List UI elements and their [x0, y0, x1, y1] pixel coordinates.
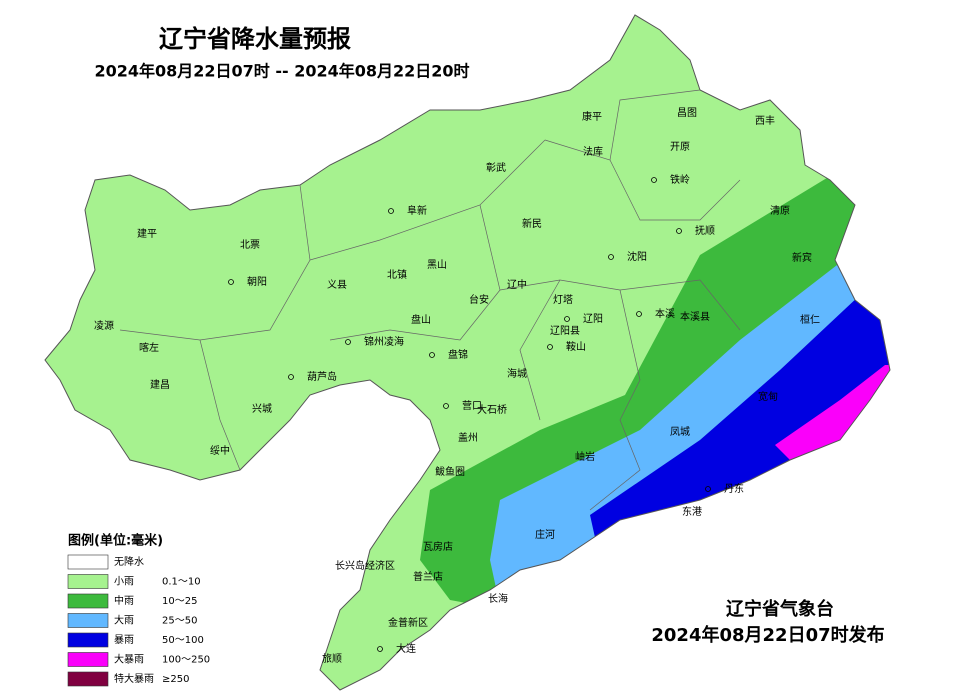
city-label: 兴城 — [252, 403, 272, 415]
city-label: 丹东 — [724, 482, 744, 495]
city-label: 灯塔 — [553, 293, 573, 306]
city-label: 绥中 — [210, 444, 230, 457]
city-label: 辽阳县 — [550, 325, 580, 337]
city-label: 铁岭 — [670, 173, 690, 186]
city-dot — [547, 344, 553, 350]
city-label: 建平 — [137, 227, 157, 240]
city-label: 宽甸 — [758, 390, 778, 403]
city-label: 大石桥 — [477, 403, 507, 416]
legend-range: ≥250 — [162, 674, 189, 685]
city-dot — [608, 254, 614, 260]
legend-name: 无降水 — [114, 555, 144, 568]
city-label: 辽中 — [507, 278, 527, 291]
city-label: 新宾 — [792, 251, 812, 264]
city-label: 义县 — [327, 279, 347, 291]
legend-swatch — [67, 652, 109, 667]
city-label: 本溪县 — [680, 310, 710, 323]
issue-time: 2024年08月22日07时发布 — [651, 624, 884, 646]
legend-name: 大暴雨 — [114, 653, 144, 666]
map-subtitle: 2024年08月22日07时 -- 2024年08月22日20时 — [94, 62, 469, 81]
county-borders — [119, 89, 741, 511]
city-label: 西丰 — [755, 114, 775, 127]
city-dot — [564, 316, 570, 322]
city-label: 黑山 — [427, 259, 447, 271]
city-dot — [288, 374, 294, 380]
city-label: 凌源 — [94, 319, 114, 332]
city-label: 北票 — [240, 239, 260, 251]
legend-name: 特大暴雨 — [114, 672, 154, 685]
city-dot — [651, 177, 657, 183]
legend-swatch — [67, 613, 109, 628]
city-label: 台安 — [469, 293, 489, 306]
city-label: 旅顺 — [322, 652, 342, 665]
city-label: 彰武 — [486, 161, 506, 174]
city-label: 长海 — [488, 592, 508, 605]
legend-name: 大雨 — [114, 614, 134, 627]
legend-swatch — [67, 632, 109, 648]
city-label: 大连 — [396, 642, 416, 655]
city-label: 锦州凌海 — [364, 335, 404, 348]
legend-title: 图例(单位:毫米) — [68, 533, 163, 549]
legend-range: 0.1～10 — [162, 577, 201, 588]
city-label: 庄河 — [535, 528, 555, 541]
legend-swatch — [67, 671, 109, 687]
city-dot — [443, 403, 449, 409]
city-label: 本溪 — [655, 307, 675, 320]
city-label: 开原 — [670, 141, 690, 153]
city-label: 喀左 — [139, 341, 159, 354]
city-label: 盘锦 — [448, 348, 468, 361]
legend-name: 暴雨 — [114, 634, 134, 646]
city-label: 昌图 — [677, 107, 697, 119]
legend-name: 中雨 — [114, 594, 134, 607]
city-label: 盘山 — [411, 313, 431, 326]
city-label: 岫岩 — [575, 450, 595, 463]
city-label: 海城 — [507, 367, 527, 380]
city-dot — [388, 208, 394, 214]
city-dot — [676, 228, 682, 234]
city-label: 普兰店 — [413, 570, 443, 583]
city-label: 新民 — [522, 217, 542, 230]
city-label: 鲅鱼圈 — [435, 465, 465, 478]
legend-swatch — [67, 574, 109, 589]
city-dot — [705, 486, 711, 492]
city-dot — [636, 311, 642, 317]
city-label: 营口 — [462, 399, 482, 412]
city-label: 阜新 — [407, 204, 427, 217]
city-label: 抚顺 — [695, 225, 715, 237]
city-label: 桓仁 — [800, 313, 820, 326]
city-label: 长兴岛经济区 — [335, 559, 395, 572]
city-dot — [429, 352, 435, 358]
city-label: 东港 — [682, 505, 702, 518]
city-label: 金普新区 — [388, 616, 428, 629]
city-label: 盖州 — [458, 431, 478, 444]
city-label: 建昌 — [150, 378, 170, 391]
legend-range: 100～250 — [162, 655, 210, 666]
city-label: 鞍山 — [566, 340, 586, 353]
legend-swatch — [67, 554, 109, 570]
city-label: 北镇 — [387, 268, 407, 281]
city-dot — [377, 646, 383, 652]
issuer: 辽宁省气象台 — [726, 598, 834, 620]
city-label: 沈阳 — [627, 250, 647, 263]
city-label: 葫芦岛 — [307, 370, 337, 383]
legend-range: 50～100 — [162, 635, 204, 646]
city-label: 辽阳 — [583, 313, 603, 325]
legend-range: 10～25 — [162, 596, 197, 607]
legend-name: 小雨 — [114, 576, 134, 588]
map-title: 辽宁省降水量预报 — [159, 25, 351, 53]
legend-swatch — [67, 593, 109, 609]
legend-range: 25～50 — [162, 616, 197, 627]
city-label: 康平 — [582, 110, 602, 123]
city-dot — [228, 279, 234, 285]
city-label: 瓦房店 — [423, 540, 453, 553]
city-label: 凤城 — [670, 426, 690, 438]
city-label: 法库 — [583, 145, 603, 158]
city-label: 朝阳 — [247, 276, 267, 288]
city-label: 清原 — [770, 204, 790, 217]
city-dot — [345, 339, 351, 345]
